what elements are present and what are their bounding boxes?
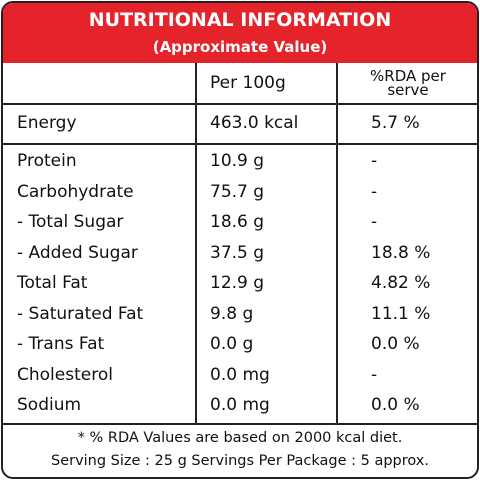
header: NUTRITIONAL INFORMATION (Approximate Val… <box>3 3 477 63</box>
per-100g-value: 12.9 g <box>210 273 265 293</box>
per-100g-value: 0.0 g <box>210 334 254 354</box>
per-100g-value: 10.9 g <box>210 151 265 171</box>
nutrient-name: Energy <box>17 113 77 133</box>
rda-value: - <box>371 181 378 202</box>
nutrient-name: - Trans Fat <box>17 334 105 354</box>
nutrient-name: - Total Sugar <box>17 212 124 232</box>
nutrient-name: Total Fat <box>17 273 88 293</box>
divider <box>3 103 477 105</box>
column-divider <box>336 63 338 424</box>
nutrient-name: - Added Sugar <box>17 242 138 263</box>
per-100g-value: 0.0 mg <box>210 364 270 385</box>
per-100g-value: 463.0 kcal <box>210 113 299 133</box>
column-divider <box>195 63 197 424</box>
footnote: * % RDA Values are based on 2000 kcal di… <box>77 430 403 446</box>
title: NUTRITIONAL INFORMATION <box>88 9 392 31</box>
rda-value: - <box>371 151 378 171</box>
divider <box>3 423 477 425</box>
per-100g-value: 0.0 mg <box>210 395 270 415</box>
rda-value: - <box>371 364 378 385</box>
nutrient-name: Sodium <box>17 395 82 415</box>
divider <box>3 143 477 145</box>
per-100g-value: 18.6 g <box>210 212 265 232</box>
rda-value: 0.0 % <box>371 395 420 415</box>
per-100g-value: 9.8 g <box>210 303 254 324</box>
rda-value: 18.8 % <box>371 242 431 263</box>
nutrient-name: Carbohydrate <box>17 181 134 202</box>
column-header: %RDA per serve <box>370 67 446 99</box>
subtitle: (Approximate Value) <box>152 38 328 56</box>
footnote: Serving Size : 25 g Servings Per Package… <box>50 453 429 469</box>
rda-value: 11.1 % <box>371 303 431 324</box>
rda-value: 4.82 % <box>371 273 431 293</box>
nutrient-name: Protein <box>17 151 77 171</box>
per-100g-value: 75.7 g <box>210 181 265 202</box>
column-header: Per 100g <box>210 73 286 93</box>
nutrient-name: - Saturated Fat <box>17 303 144 324</box>
nutrient-name: Cholesterol <box>17 364 113 385</box>
rda-value: 5.7 % <box>371 113 420 133</box>
per-100g-value: 37.5 g <box>210 242 265 263</box>
rda-value: 0.0 % <box>371 334 420 354</box>
rda-value: - <box>371 212 378 232</box>
